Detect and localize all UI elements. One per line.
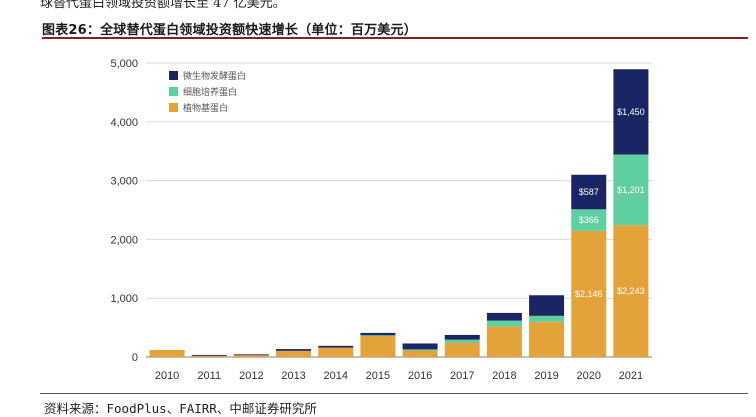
bar-2019-细胞培养蛋白 [529,315,565,322]
data-label-2021-植物基蛋白: $2,243 [617,286,645,296]
bar-2012-微生物发酵蛋白 [233,354,269,356]
bar-2015-细胞培养蛋白 [360,335,396,337]
data-label-2021-微生物发酵蛋白: $1,450 [617,107,645,117]
bar-2019-植物基蛋白 [529,321,565,357]
bar-2017-细胞培养蛋白 [444,339,480,343]
x-tick-label-2010: 2010 [155,370,179,382]
bar-2016-细胞培养蛋白 [402,349,438,351]
bar-2011-微生物发酵蛋白 [191,354,227,356]
y-tick-label-4000: 4,000 [110,117,138,129]
legend-label-微生物发酵蛋白: 微生物发酵蛋白 [183,70,246,82]
bar-2020-细胞培养蛋白 [571,209,607,231]
bar-2010-植物基蛋白 [149,349,185,357]
legend-swatch-细胞培养蛋白 [169,87,178,96]
bar-2021-细胞培养蛋白 [613,154,649,226]
x-tick-label-2020: 2020 [577,370,601,382]
bar-2013-植物基蛋白 [276,350,312,357]
y-tick-label-0: 0 [132,352,138,364]
x-tick-label-2016: 2016 [408,370,432,382]
x-tick-label-2012: 2012 [239,370,263,382]
bar-2020-微生物发酵蛋白 [571,174,607,210]
bar-2020-植物基蛋白 [571,230,607,357]
bar-2019-微生物发酵蛋白 [529,295,565,316]
x-tick-label-2017: 2017 [450,370,474,382]
legend-label-细胞培养蛋白: 细胞培养蛋白 [183,86,237,98]
bar-2015-植物基蛋白 [360,335,396,357]
y-tick-label-2000: 2,000 [110,234,138,246]
figure-title-text: 图表26：全球替代蛋白领域投资额快速增长（单位：百万美元） [42,23,417,38]
y-tick-label-3000: 3,000 [110,176,138,188]
source-divider [40,393,748,394]
bar-2016-微生物发酵蛋白 [402,343,438,350]
bar-2015-微生物发酵蛋白 [360,332,396,336]
bar-2018-植物基蛋白 [486,326,522,357]
x-tick-label-2013: 2013 [281,370,305,382]
bar-2017-微生物发酵蛋白 [444,334,480,340]
bar-2021-微生物发酵蛋白 [613,69,649,155]
bar-2014-植物基蛋白 [318,347,354,357]
data-label-2020-微生物发酵蛋白: $587 [579,187,599,197]
bar-2013-微生物发酵蛋白 [276,349,312,351]
bar-2017-植物基蛋白 [444,342,480,357]
x-tick-label-2018: 2018 [492,370,516,382]
bar-2011-植物基蛋白 [191,355,227,357]
bar-2012-植物基蛋白 [233,354,269,357]
legend-swatch-微生物发酵蛋白 [169,71,178,80]
source-note: 资料来源：FoodPlus、FAIRR、中邮证券研究所 [44,401,317,416]
y-tick-label-1000: 1,000 [110,293,138,305]
cut-off-text-line: 球替代蛋白领域投资额增长至 47 亿美元。 [40,0,286,11]
x-tick-label-2019: 2019 [534,370,558,382]
y-tick-label-5000: 5,000 [110,58,138,70]
x-tick-label-2014: 2014 [324,370,348,382]
data-label-2021-细胞培养蛋白: $1,201 [617,185,645,195]
x-tick-label-2011: 2011 [197,370,221,382]
figure-title: 图表26：全球替代蛋白领域投资额快速增长（单位：百万美元） [42,19,748,39]
data-label-2020-细胞培养蛋白: $366 [579,215,599,225]
bar-2021-植物基蛋白 [613,225,649,357]
x-tick-label-2021: 2021 [619,370,643,382]
bar-2014-微生物发酵蛋白 [318,345,354,348]
legend-swatch-植物基蛋白 [169,103,178,112]
x-tick-label-2015: 2015 [366,370,390,382]
legend-label-植物基蛋白: 植物基蛋白 [183,102,228,114]
bar-2018-微生物发酵蛋白 [486,312,522,321]
bar-2016-植物基蛋白 [402,350,438,357]
data-label-2020-植物基蛋白: $2,146 [575,289,603,299]
bar-2018-细胞培养蛋白 [486,320,522,327]
